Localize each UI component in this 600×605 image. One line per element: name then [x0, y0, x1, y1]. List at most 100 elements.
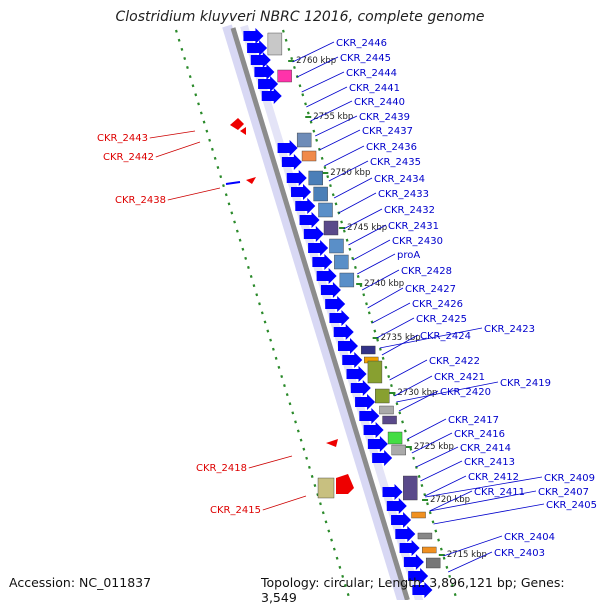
- gene-arrow-reverse[interactable]: [336, 474, 354, 494]
- gene-arrow-forward[interactable]: [316, 268, 337, 284]
- gene-arrow-forward[interactable]: [247, 40, 268, 56]
- forward-gene-label[interactable]: CKR_2414: [460, 443, 511, 454]
- gene-arrow-forward[interactable]: [355, 394, 376, 410]
- forward-gene-label[interactable]: CKR_2413: [464, 457, 515, 468]
- gene-arrow-reverse[interactable]: [225, 181, 241, 185]
- forward-gene-label[interactable]: CKR_2405: [546, 500, 597, 511]
- forward-gene-label[interactable]: CKR_2419: [500, 378, 551, 389]
- gene-block[interactable]: [367, 360, 383, 384]
- gene-block[interactable]: [334, 254, 349, 270]
- gene-arrow-forward[interactable]: [243, 28, 264, 44]
- gene-arrow-forward[interactable]: [250, 52, 271, 68]
- gene-arrow-forward[interactable]: [346, 366, 367, 382]
- forward-gene-label[interactable]: CKR_2425: [416, 314, 467, 325]
- gene-arrow-forward[interactable]: [254, 64, 275, 80]
- forward-gene-label[interactable]: proA: [397, 250, 420, 261]
- gene-arrow-reverse[interactable]: [230, 118, 244, 130]
- forward-gene-label[interactable]: CKR_2428: [401, 266, 452, 277]
- gene-block[interactable]: [323, 220, 339, 236]
- gene-arrow-forward[interactable]: [261, 88, 282, 104]
- gene-arrow-forward[interactable]: [367, 436, 388, 452]
- forward-gene-label[interactable]: CKR_2439: [359, 112, 410, 123]
- gene-arrow-forward[interactable]: [312, 254, 333, 270]
- forward-gene-label[interactable]: CKR_2434: [374, 174, 425, 185]
- gene-block[interactable]: [425, 557, 441, 569]
- gene-block[interactable]: [267, 32, 283, 56]
- gene-arrow-forward[interactable]: [337, 338, 358, 354]
- forward-gene-label[interactable]: CKR_2427: [405, 284, 456, 295]
- gene-arrow-forward[interactable]: [359, 408, 380, 424]
- gene-arrow-forward[interactable]: [291, 184, 312, 200]
- forward-gene-label[interactable]: CKR_2416: [454, 429, 505, 440]
- gene-arrow-forward[interactable]: [399, 540, 420, 556]
- gene-arrow-forward[interactable]: [299, 212, 320, 228]
- reverse-gene-label[interactable]: CKR_2418: [196, 463, 247, 474]
- forward-gene-label[interactable]: CKR_2409: [544, 473, 595, 484]
- gene-block[interactable]: [296, 132, 312, 148]
- gene-block[interactable]: [318, 202, 333, 218]
- forward-gene-label[interactable]: CKR_2411: [474, 487, 525, 498]
- forward-gene-label[interactable]: CKR_2407: [538, 487, 589, 498]
- gene-arrow-forward[interactable]: [303, 226, 324, 242]
- gene-arrow-forward[interactable]: [342, 352, 363, 368]
- gene-arrow-forward[interactable]: [386, 498, 407, 514]
- gene-block[interactable]: [391, 444, 406, 456]
- gene-arrow-forward[interactable]: [329, 310, 350, 326]
- forward-gene-label[interactable]: CKR_2423: [484, 324, 535, 335]
- gene-arrow-forward[interactable]: [333, 324, 354, 340]
- gene-arrow-forward[interactable]: [308, 240, 329, 256]
- forward-gene-label[interactable]: CKR_2437: [362, 126, 413, 137]
- reverse-gene-label[interactable]: CKR_2442: [103, 152, 154, 163]
- gene-block[interactable]: [317, 477, 335, 499]
- gene-arrow-forward[interactable]: [382, 484, 403, 500]
- gene-arrow-reverse[interactable]: [240, 127, 246, 135]
- forward-gene-label[interactable]: CKR_2431: [388, 221, 439, 232]
- forward-gene-label[interactable]: CKR_2421: [434, 372, 485, 383]
- gene-arrow-forward[interactable]: [325, 296, 346, 312]
- gene-arrow-reverse[interactable]: [246, 177, 256, 184]
- gene-arrow-forward[interactable]: [395, 526, 416, 542]
- gene-block[interactable]: [375, 388, 390, 404]
- gene-arrow-forward[interactable]: [403, 554, 424, 570]
- gene-block[interactable]: [301, 150, 317, 162]
- gene-arrow-forward[interactable]: [295, 198, 316, 214]
- reverse-gene-label[interactable]: CKR_2443: [97, 133, 148, 144]
- gene-arrow-forward[interactable]: [350, 380, 371, 396]
- gene-block[interactable]: [403, 475, 418, 501]
- gene-block[interactable]: [277, 69, 292, 83]
- gene-block[interactable]: [411, 511, 426, 519]
- gene-arrow-forward[interactable]: [412, 582, 433, 598]
- gene-block[interactable]: [339, 272, 355, 288]
- forward-gene-label[interactable]: CKR_2420: [440, 387, 491, 398]
- forward-gene-label[interactable]: CKR_2412: [468, 472, 519, 483]
- forward-gene-label[interactable]: CKR_2446: [336, 38, 387, 49]
- gene-block[interactable]: [308, 170, 323, 186]
- gene-block[interactable]: [329, 238, 344, 254]
- gene-arrow-forward[interactable]: [258, 76, 279, 92]
- forward-gene-label[interactable]: CKR_2424: [420, 331, 471, 342]
- gene-block[interactable]: [382, 415, 397, 425]
- gene-arrow-forward[interactable]: [281, 154, 302, 170]
- gene-arrow-forward[interactable]: [277, 140, 298, 156]
- gene-block[interactable]: [422, 546, 437, 554]
- gene-block[interactable]: [379, 405, 394, 415]
- reverse-gene-label[interactable]: CKR_2415: [210, 505, 261, 516]
- forward-gene-label[interactable]: CKR_2417: [448, 415, 499, 426]
- gene-block[interactable]: [313, 186, 328, 202]
- forward-gene-label[interactable]: CKR_2435: [370, 157, 421, 168]
- forward-gene-label[interactable]: CKR_2422: [429, 356, 480, 367]
- forward-gene-label[interactable]: CKR_2430: [392, 236, 443, 247]
- gene-arrow-forward[interactable]: [372, 450, 393, 466]
- forward-gene-label[interactable]: CKR_2444: [346, 68, 397, 79]
- forward-gene-label[interactable]: CKR_2441: [349, 83, 400, 94]
- gene-arrow-forward[interactable]: [391, 512, 412, 528]
- forward-gene-label[interactable]: CKR_2440: [354, 97, 405, 108]
- forward-gene-label[interactable]: CKR_2433: [378, 189, 429, 200]
- gene-arrow-reverse[interactable]: [326, 439, 338, 447]
- forward-gene-label[interactable]: CKR_2404: [504, 532, 555, 543]
- forward-gene-label[interactable]: CKR_2432: [384, 205, 435, 216]
- gene-arrow-forward[interactable]: [286, 170, 307, 186]
- gene-block[interactable]: [417, 532, 433, 540]
- gene-block[interactable]: [361, 345, 376, 355]
